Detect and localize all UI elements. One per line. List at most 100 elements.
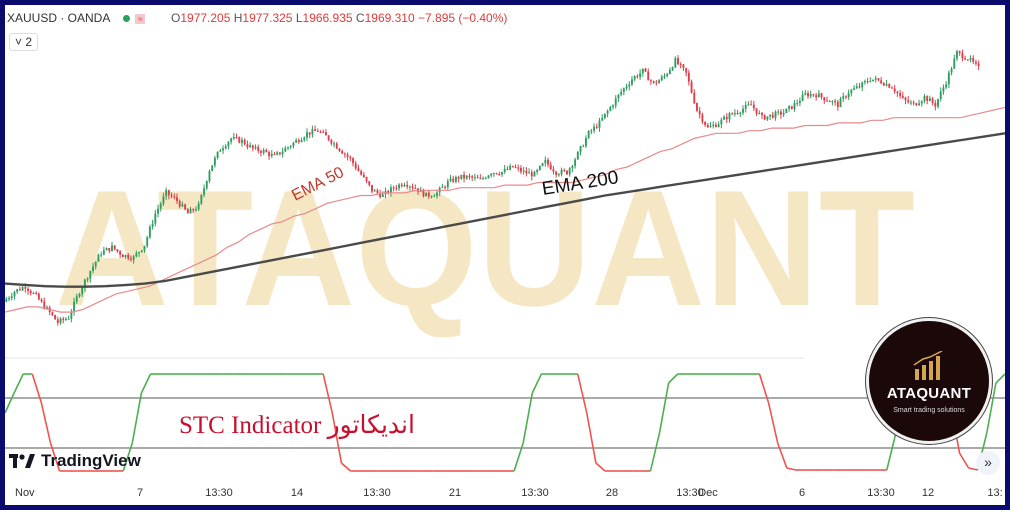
x-tick-label: Dec <box>698 487 718 499</box>
candle <box>287 147 289 149</box>
candle <box>671 67 674 70</box>
candle <box>934 102 937 107</box>
x-tick-label: 6 <box>798 487 806 499</box>
candle <box>124 255 127 258</box>
open-label: O <box>171 11 181 25</box>
candle <box>603 113 606 119</box>
stc-segment <box>513 442 524 472</box>
x-tick-label: 13:30 <box>205 487 233 499</box>
candle <box>655 82 658 84</box>
candle <box>406 184 409 187</box>
candle <box>901 95 904 98</box>
stc-segment <box>658 382 670 434</box>
stc-segment <box>122 442 134 472</box>
high-value: 1977.325 <box>242 11 293 25</box>
badge-subtitle: Smart trading solutions <box>893 407 965 414</box>
ataquant-badge: ATAQUANT Smart trading solutions <box>866 318 992 444</box>
candle <box>584 138 587 147</box>
candle <box>222 148 224 151</box>
candle <box>257 146 260 152</box>
candle <box>706 124 709 128</box>
candle <box>530 172 533 177</box>
candle <box>733 112 736 115</box>
candle <box>690 81 693 93</box>
candle <box>92 266 94 271</box>
symbol-title[interactable]: XAUUSD · OANDA ≈ <box>7 11 146 25</box>
candle <box>701 114 704 122</box>
candle <box>94 261 97 267</box>
candle <box>956 51 958 59</box>
stc-segment <box>531 373 543 394</box>
candle <box>178 200 181 207</box>
candle <box>839 98 842 108</box>
stc-segment <box>776 442 788 469</box>
indicator-toggle[interactable]: ˅ 2 <box>9 33 39 51</box>
candle <box>519 167 522 172</box>
candle <box>289 146 292 148</box>
candle <box>850 89 853 94</box>
candle <box>576 151 579 160</box>
candle <box>552 169 555 172</box>
candle <box>368 181 371 185</box>
x-tick-label: 28 <box>605 487 619 499</box>
candle <box>102 250 105 255</box>
candle <box>400 184 403 187</box>
candle <box>482 178 484 180</box>
candle <box>430 196 433 198</box>
candle <box>796 103 799 105</box>
candle <box>863 81 866 83</box>
high-label: H <box>233 11 243 25</box>
candle <box>660 76 663 81</box>
candle <box>812 94 815 96</box>
x-tick-label: 13:30 <box>521 487 549 499</box>
candle <box>628 84 631 87</box>
candle <box>595 126 598 128</box>
candle <box>874 78 877 80</box>
candle <box>132 256 135 260</box>
ema200-line <box>5 132 1005 288</box>
tradingview-logo[interactable]: TradingView <box>9 451 141 471</box>
candle <box>324 132 327 136</box>
candle <box>633 76 636 80</box>
candle <box>246 144 249 147</box>
candle <box>357 168 360 172</box>
candle <box>579 146 582 152</box>
candle <box>468 175 471 177</box>
candle <box>717 124 720 127</box>
candle <box>858 86 861 88</box>
x-tick-label: 21 <box>448 487 462 499</box>
candle <box>460 174 463 179</box>
candle <box>885 83 888 86</box>
candle <box>13 291 16 297</box>
candle <box>517 167 520 169</box>
candle <box>568 168 571 175</box>
candle <box>704 121 707 125</box>
candle <box>563 169 566 171</box>
candle <box>888 83 891 88</box>
candle <box>308 132 311 135</box>
candle <box>915 103 918 106</box>
candle <box>947 72 950 85</box>
candle <box>232 136 235 139</box>
candle <box>119 251 122 255</box>
candle <box>251 145 254 149</box>
candle <box>723 116 726 120</box>
candle <box>284 148 287 152</box>
candle <box>346 154 349 157</box>
candle <box>473 177 476 179</box>
stc-segment <box>786 467 797 471</box>
candle <box>761 112 763 116</box>
candle <box>612 105 614 107</box>
candle <box>181 204 184 207</box>
x-tick-label: Nov <box>15 487 35 499</box>
price-chart[interactable]: ATAQUANT EMA 50 EMA 200 <box>5 5 1005 505</box>
candle <box>544 159 547 164</box>
candle <box>292 142 295 147</box>
stc-segment <box>668 373 679 384</box>
candle <box>742 108 744 113</box>
candle <box>203 188 206 195</box>
scroll-right-button[interactable]: » <box>976 451 1000 475</box>
candle <box>593 126 596 131</box>
candle <box>945 84 948 88</box>
candle <box>790 106 793 109</box>
